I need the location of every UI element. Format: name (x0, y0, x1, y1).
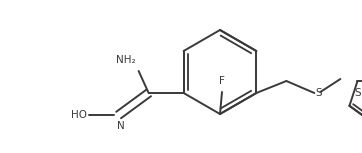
Text: N: N (117, 121, 125, 131)
Text: HO: HO (71, 110, 87, 120)
Text: S: S (315, 88, 322, 98)
Text: F: F (219, 76, 225, 86)
Text: S: S (354, 88, 361, 98)
Text: NH₂: NH₂ (116, 55, 136, 65)
